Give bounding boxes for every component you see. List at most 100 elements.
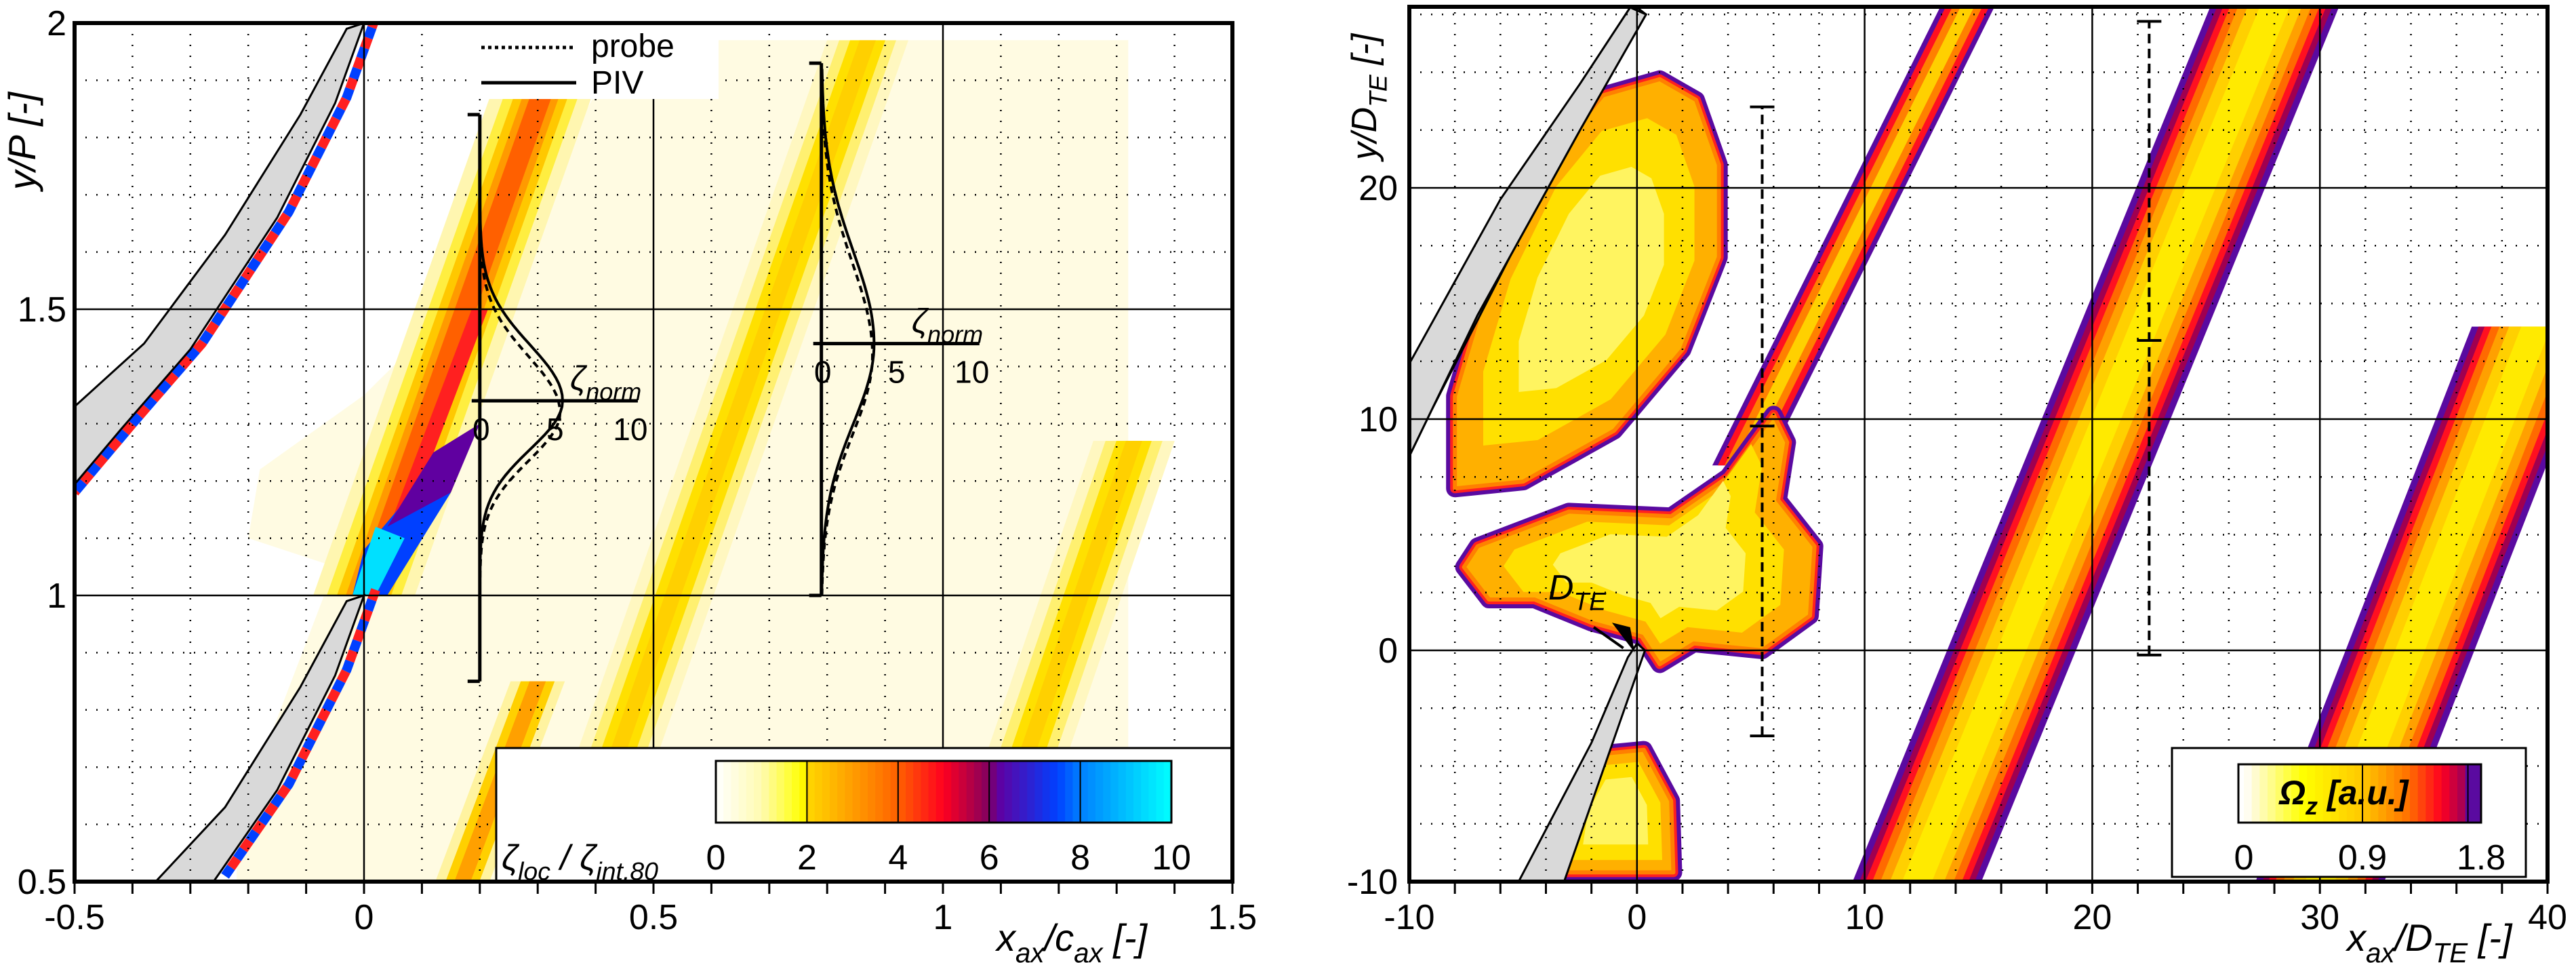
colorbar-tick-label: 0.9 <box>2338 838 2387 878</box>
blade-edge-marker <box>221 588 380 879</box>
colorbar-tick-label: 4 <box>888 838 908 878</box>
x-tick-label: 10 <box>1845 898 1885 937</box>
colorbar-segment <box>1042 761 1051 823</box>
dte-arrow-shaft <box>1592 626 1624 650</box>
x-tick-label: 20 <box>2072 898 2112 937</box>
colorbar-segment <box>2441 764 2451 823</box>
colorbar-segment <box>1072 761 1081 823</box>
x-tick-label: 30 <box>2300 898 2339 937</box>
x-tick-label: 0 <box>355 898 374 937</box>
label-part: ζ <box>570 359 588 397</box>
colorbar-tick-label: 6 <box>980 838 999 878</box>
colorbar-segment <box>845 761 853 823</box>
label-part: TE <box>1364 74 1392 107</box>
x-axis-label: xax/cax [-] <box>994 916 1148 963</box>
label-part: Ω <box>2278 774 2306 812</box>
colorbar-segment <box>1110 761 1119 823</box>
colorbar-segment <box>2457 764 2466 823</box>
vortex-blob <box>1583 777 1649 845</box>
colorbar-segment <box>913 761 922 823</box>
colorbar-segment <box>2449 764 2458 823</box>
label-part: norm <box>927 321 983 349</box>
colorbar-frame <box>2237 763 2482 824</box>
colorbar-segment <box>1049 761 1058 823</box>
colorbar-segment <box>1027 761 1036 823</box>
blade-profile <box>1409 7 1648 457</box>
colorbar-segment <box>982 761 990 823</box>
label-part: x <box>994 916 1017 959</box>
x-tick-label: 0 <box>1627 898 1647 937</box>
vortex-street-band <box>1732 7 1974 466</box>
x-axis-label: xax/DTE [-] <box>2345 916 2513 963</box>
x-tick-label: -10 <box>1384 898 1434 937</box>
colorbar-tick-label: 1.8 <box>2457 838 2505 878</box>
colorbar-segment <box>1156 761 1165 823</box>
y-tick-label: 1.5 <box>18 290 66 330</box>
colorbar-segment <box>2417 764 2427 823</box>
wake-core-high <box>387 423 480 527</box>
colorbar-segment <box>883 761 891 823</box>
colorbar-segment <box>716 761 725 823</box>
y-tick-label: -10 <box>1347 863 1398 902</box>
profile-axis-label: ζnorm <box>912 302 983 349</box>
x-tick-label: -0.5 <box>44 898 105 937</box>
colorbar-segment <box>944 761 952 823</box>
label-part: ζ <box>502 838 520 878</box>
colorbar-segment <box>746 761 754 823</box>
wake-profile: 0 5 10 ζnorm <box>467 113 647 684</box>
colorbar-segment <box>2322 764 2332 823</box>
colorbar-segment <box>860 761 868 823</box>
colorbar-segment <box>875 761 884 823</box>
colorbar-segment <box>754 761 763 823</box>
colorbar-segment <box>784 761 792 823</box>
y-tick-label: 2 <box>47 4 66 43</box>
plot-frame <box>1407 5 2550 884</box>
label-part: norm <box>586 378 641 406</box>
colorbar-segment <box>2275 764 2285 823</box>
colorbar-segment <box>1004 761 1013 823</box>
colorbar-segment <box>776 761 785 823</box>
colorbar-tick-label: 8 <box>1070 838 1090 878</box>
colorbar-segment <box>1163 761 1172 823</box>
colorbar-segment <box>2339 764 2348 823</box>
colorbar-segment <box>997 761 1005 823</box>
colorbar-segment <box>898 761 906 823</box>
colorbar-segment <box>1087 761 1096 823</box>
colorbar-segment <box>989 761 998 823</box>
colorbar-segment <box>2394 764 2403 823</box>
blade-profile <box>154 593 366 882</box>
plot-area <box>1409 7 2548 882</box>
label-part: y <box>1 169 43 193</box>
y-axis-label: y/DTE [-] <box>1345 33 1392 162</box>
colorbar-segment <box>2386 764 2395 823</box>
vortex-street-band <box>2305 326 2548 882</box>
profile-axis-tick-label: 5 <box>888 355 906 390</box>
colorbar-segment <box>807 761 816 823</box>
colorbar-segment <box>2346 764 2356 823</box>
label-part: D <box>1548 568 1574 608</box>
label-part: [a.u.] <box>2318 774 2410 812</box>
vortex-blob <box>1552 481 1746 618</box>
colorbar-segment <box>792 761 801 823</box>
colorbar-segment <box>2238 764 2244 823</box>
wake-profile: 0 5 10 ζnorm <box>809 61 989 597</box>
colorbar-segment <box>1080 761 1089 823</box>
colorbar-segment <box>852 761 861 823</box>
label-part: y <box>1345 140 1384 162</box>
colorbar-tick-label: 0 <box>2234 838 2254 878</box>
label-part: TE <box>2433 937 2469 963</box>
colorbar-tick-label: 2 <box>797 838 817 878</box>
colorbar-segment <box>1011 761 1020 823</box>
label-part: ζ <box>912 302 929 340</box>
profile-curve-piv <box>820 68 876 596</box>
blade-edge-marker <box>75 23 379 496</box>
colorbar-segment <box>1034 761 1043 823</box>
label-part: ax <box>1074 937 1104 963</box>
y-axis-label: y/P [-] <box>1 91 43 193</box>
colorbar-tick-label: 10 <box>1152 838 1191 878</box>
colorbar-segment <box>1118 761 1127 823</box>
y-tick-label: 1 <box>47 576 66 616</box>
profile-curve-probe <box>820 68 874 596</box>
